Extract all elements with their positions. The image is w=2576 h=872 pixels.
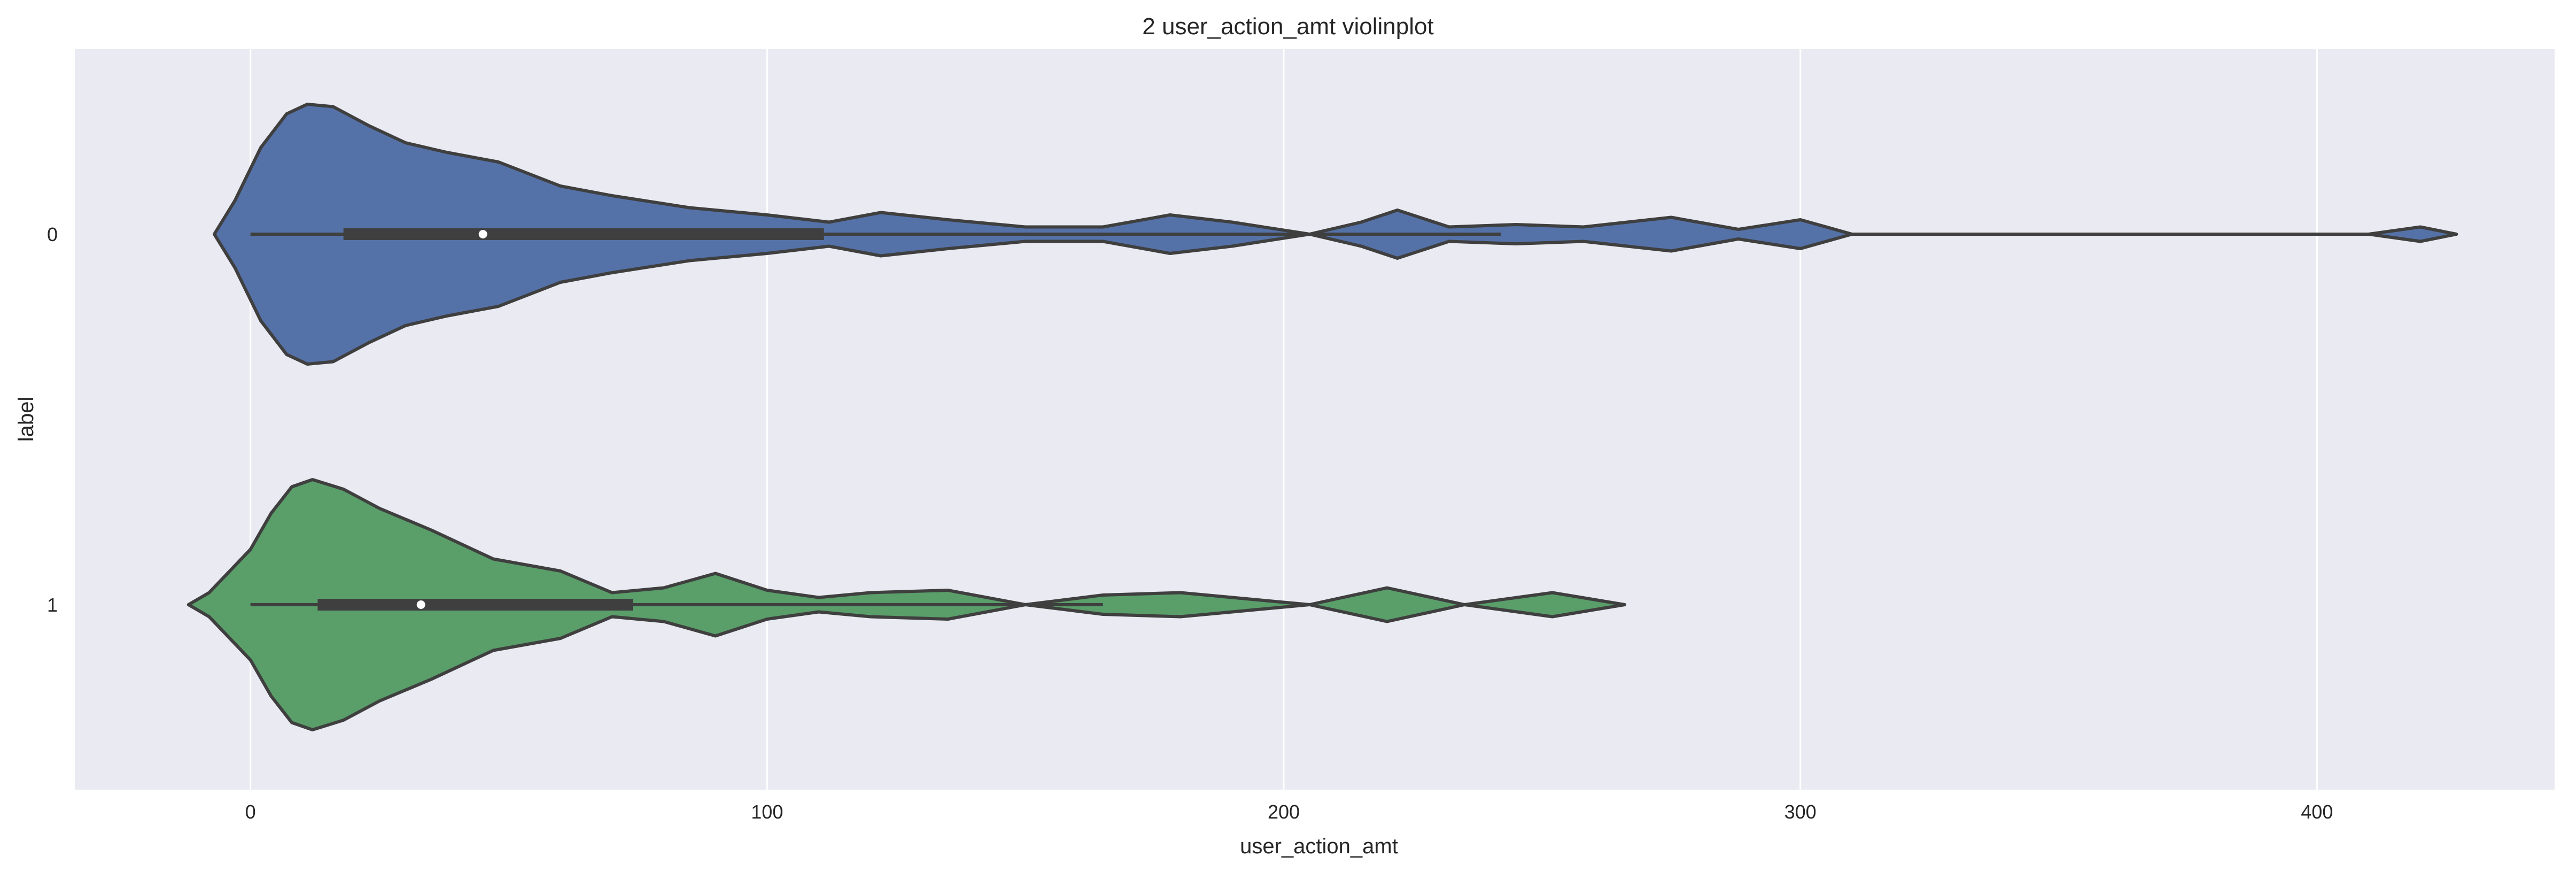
x-tick-labels: 0 100 200 300 400	[245, 801, 2333, 823]
iqr-box-0	[343, 228, 824, 240]
x-tick-label: 300	[1784, 801, 1817, 823]
y-tick-labels: 01	[47, 223, 58, 616]
x-tick-label: 200	[1268, 801, 1300, 823]
x-tick-label: 0	[245, 801, 256, 823]
violins	[187, 103, 2458, 731]
chart-title: 2 user_action_amt violinplot	[1142, 13, 1433, 40]
median-point-0	[478, 230, 487, 238]
y-tick-label: 1	[47, 594, 58, 616]
y-tick-label: 0	[47, 223, 58, 245]
median-point-1	[416, 600, 425, 609]
x-axis-title: user_action_amt	[1240, 835, 1398, 858]
iqr-box-1	[317, 599, 633, 611]
x-tick-label: 400	[2301, 801, 2333, 823]
y-axis-title: label	[14, 397, 38, 442]
x-tick-label: 100	[751, 801, 783, 823]
